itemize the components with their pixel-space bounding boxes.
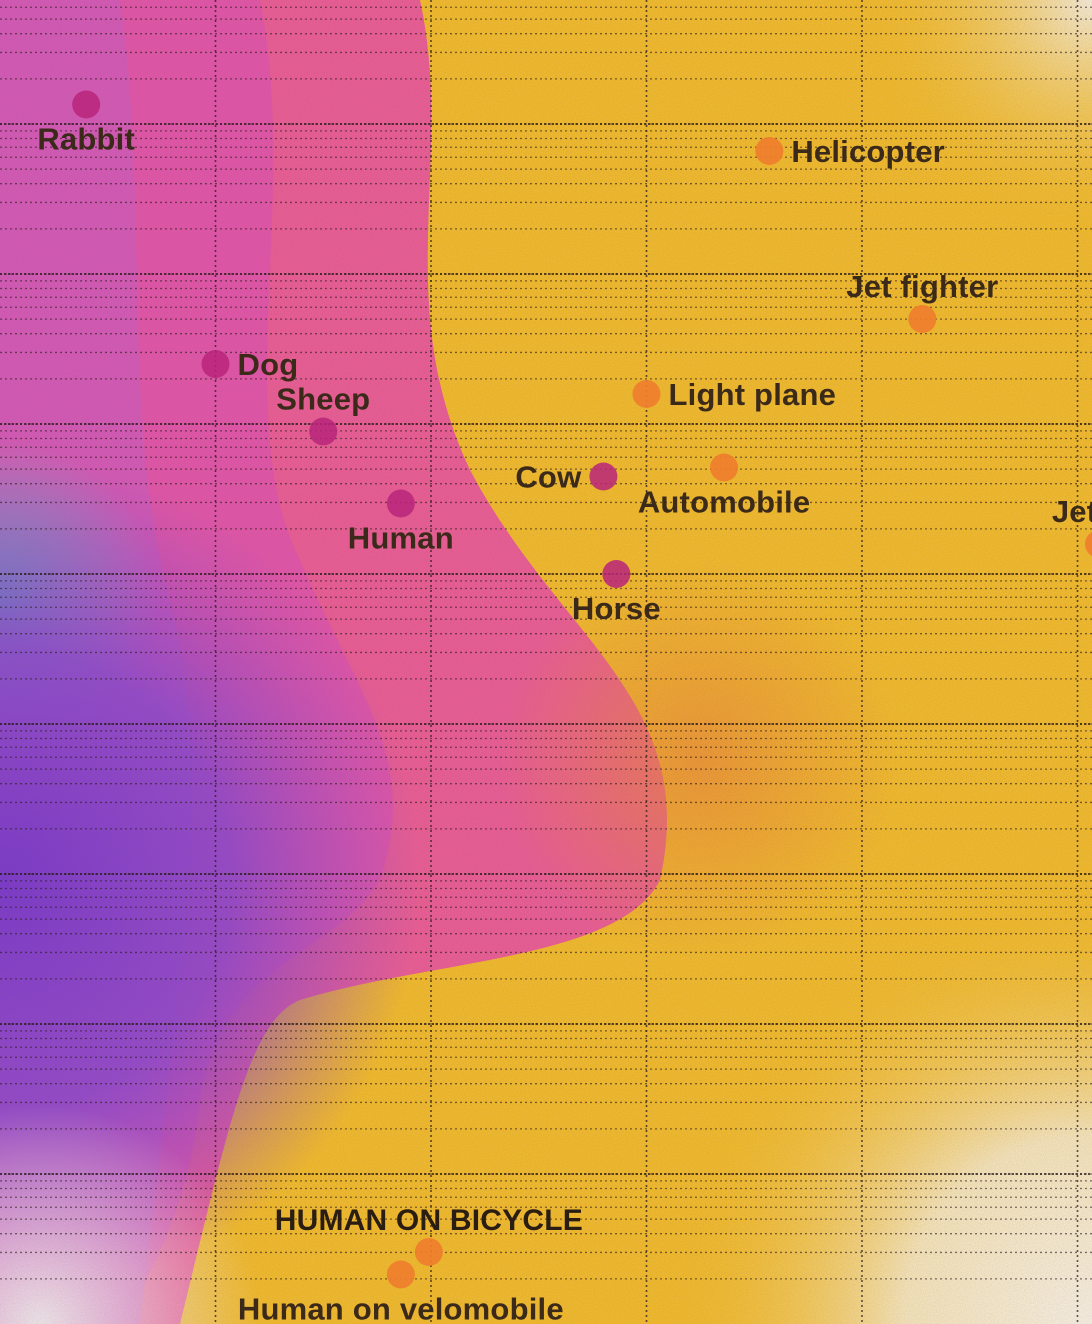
data-point-dog <box>201 350 230 378</box>
data-label: Horse <box>572 591 661 626</box>
data-label: Helicopter <box>791 134 945 169</box>
data-point-jet-fighter <box>908 305 937 333</box>
data-point-light-plane <box>632 380 661 408</box>
data-label: Rabbit <box>37 122 135 157</box>
data-points <box>72 90 1092 1289</box>
data-point-human-on-velomobile <box>386 1260 415 1289</box>
data-label: HUMAN ON BICYCLE <box>275 1204 583 1237</box>
data-label: Human <box>348 521 454 556</box>
data-point-cow <box>589 462 618 491</box>
data-point-human-on-bicycle <box>414 1238 443 1266</box>
data-label: Human on velomobile <box>238 1292 564 1324</box>
data-point-rabbit <box>72 90 101 119</box>
data-labels: Rabbit Helicopter Jet fighter Dog Light plan… <box>37 122 1092 1324</box>
data-label: Automobile <box>638 485 811 520</box>
data-point-jet-tra <box>1085 531 1092 557</box>
data-point-sheep <box>309 417 338 446</box>
data-label: Jet fighter <box>846 269 998 304</box>
data-label: Light plane <box>669 377 837 412</box>
data-label: Dog <box>238 347 299 382</box>
data-point-automobile <box>710 453 739 482</box>
data-label: Cow <box>515 460 582 495</box>
data-point-helicopter <box>755 137 784 165</box>
data-label: Sheep <box>276 382 370 417</box>
data-point-human <box>386 489 415 518</box>
data-label: Jet tra <box>1052 494 1092 529</box>
data-point-horse <box>602 560 631 588</box>
